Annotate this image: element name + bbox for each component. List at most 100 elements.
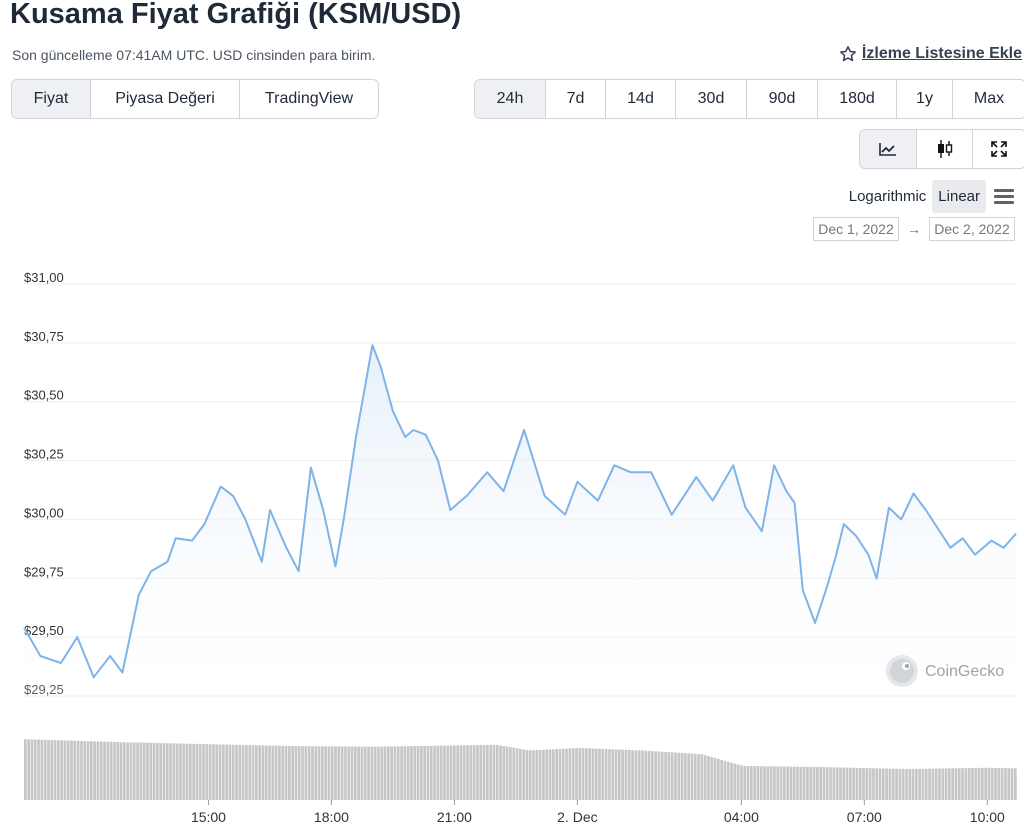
line-chart-button[interactable] [860,130,917,168]
y-axis-labels: $31,00 $30,75 $30,50 $30,25 $30,00 $29,75 $29,… [24,270,64,697]
range-90d[interactable]: 90d [747,80,818,118]
volume-bar [502,746,506,800]
volume-bar [779,766,783,800]
volume-bar [162,743,166,800]
volume-bar [957,768,961,800]
volume-bar [558,748,562,800]
tab-market-cap[interactable]: Piyasa Değeri [91,80,240,118]
volume-bar [941,768,945,800]
volume-bar [773,766,776,800]
volume-bar [664,751,667,800]
volume-bar [888,768,892,800]
volume-bar [720,759,723,800]
volume-bar [849,767,852,800]
volume-bar [990,767,994,800]
y-tick-label: $29,50 [24,623,64,638]
volume-bar [839,767,842,800]
volume-bar [717,758,720,800]
range-1y[interactable]: 1y [897,80,953,118]
volume-bar [479,745,483,800]
volume-bar [238,744,242,800]
volume-bar [139,742,143,800]
volume-bar [684,753,687,800]
volume-bar [924,768,928,800]
volume-bar [971,768,974,800]
tab-tradingview[interactable]: TradingView [264,90,354,107]
range-14d[interactable]: 14d [606,80,676,118]
volume-bar [723,760,727,800]
volume-bar [921,768,925,800]
volume-bar [522,749,525,800]
volume-bar [647,750,651,800]
volume-bar [495,744,499,800]
volume-bar [482,745,486,800]
volume-bar [126,742,129,800]
volume-bar [994,767,997,800]
volume-bar [40,739,44,800]
volume-bar [63,740,67,800]
volume-bar [291,746,294,800]
date-to-input[interactable] [929,217,1015,241]
volume-bar [27,739,30,800]
volume-bar [159,743,162,800]
volume-bar [486,744,489,800]
volume-bar [459,745,463,800]
range-180d[interactable]: 180d [818,80,897,118]
volume-bar [997,767,1001,800]
range-30d[interactable]: 30d [676,80,747,118]
volume-bar [410,746,413,800]
tab-price[interactable]: Fiyat [12,80,91,118]
volume-bar [657,751,661,800]
volume-bar [809,766,813,800]
price-chart[interactable]: $31,00 $30,75 $30,50 $30,25 $30,00 $29,75 $29,… [0,250,1024,840]
volume-bar [123,742,126,800]
candlestick-chart-button[interactable] [917,130,973,168]
volume-bar [469,745,473,800]
volume-bar [218,744,222,800]
volume-bar [604,749,608,800]
time-range-tabs: 24h 7d 14d 30d 90d 180d 1y Max [474,79,1024,119]
volume-bar [802,766,806,800]
volume-bar [948,768,951,800]
scale-linear[interactable]: Linear [932,180,986,213]
volume-bar [317,746,321,800]
hamburger-menu-icon[interactable] [994,186,1014,207]
volume-bar [231,744,235,800]
range-7d[interactable]: 7d [546,80,606,118]
volume-bar [690,753,694,800]
volume-bar [406,746,410,800]
coingecko-watermark: CoinGecko [886,655,1004,687]
volume-bar [403,746,407,800]
volume-bar [842,767,846,800]
range-24h[interactable]: 24h [475,80,546,118]
volume-bar [759,766,763,800]
volume-bar [832,767,836,800]
volume-bar [113,741,116,800]
fullscreen-button[interactable] [973,130,1024,168]
volume-bar [786,766,789,800]
volume-bar [835,767,839,800]
add-to-watchlist-link[interactable]: İzleme Listesine Ekle [839,45,1022,63]
volume-bar [387,746,390,800]
volume-bar [462,745,466,800]
volume-bar [393,746,397,800]
volume-bar [86,741,90,800]
volume-bar [1007,768,1011,800]
volume-bar [756,766,760,800]
volume-bar [106,741,110,800]
volume-bar [816,767,819,800]
volume-bar [182,743,186,800]
volume-bar [984,767,987,800]
range-max[interactable]: Max [973,90,1005,107]
volume-bar [614,749,618,800]
scale-logarithmic[interactable]: Logarithmic [848,188,927,205]
date-from-input[interactable] [813,217,899,241]
volume-bar [895,768,898,800]
volume-bar [156,743,159,800]
volume-bar [132,742,136,800]
volume-bar [783,766,786,800]
volume-bar [228,744,232,800]
volume-bar [377,746,380,800]
volume-bar [561,748,565,800]
volume-bar [241,744,245,800]
